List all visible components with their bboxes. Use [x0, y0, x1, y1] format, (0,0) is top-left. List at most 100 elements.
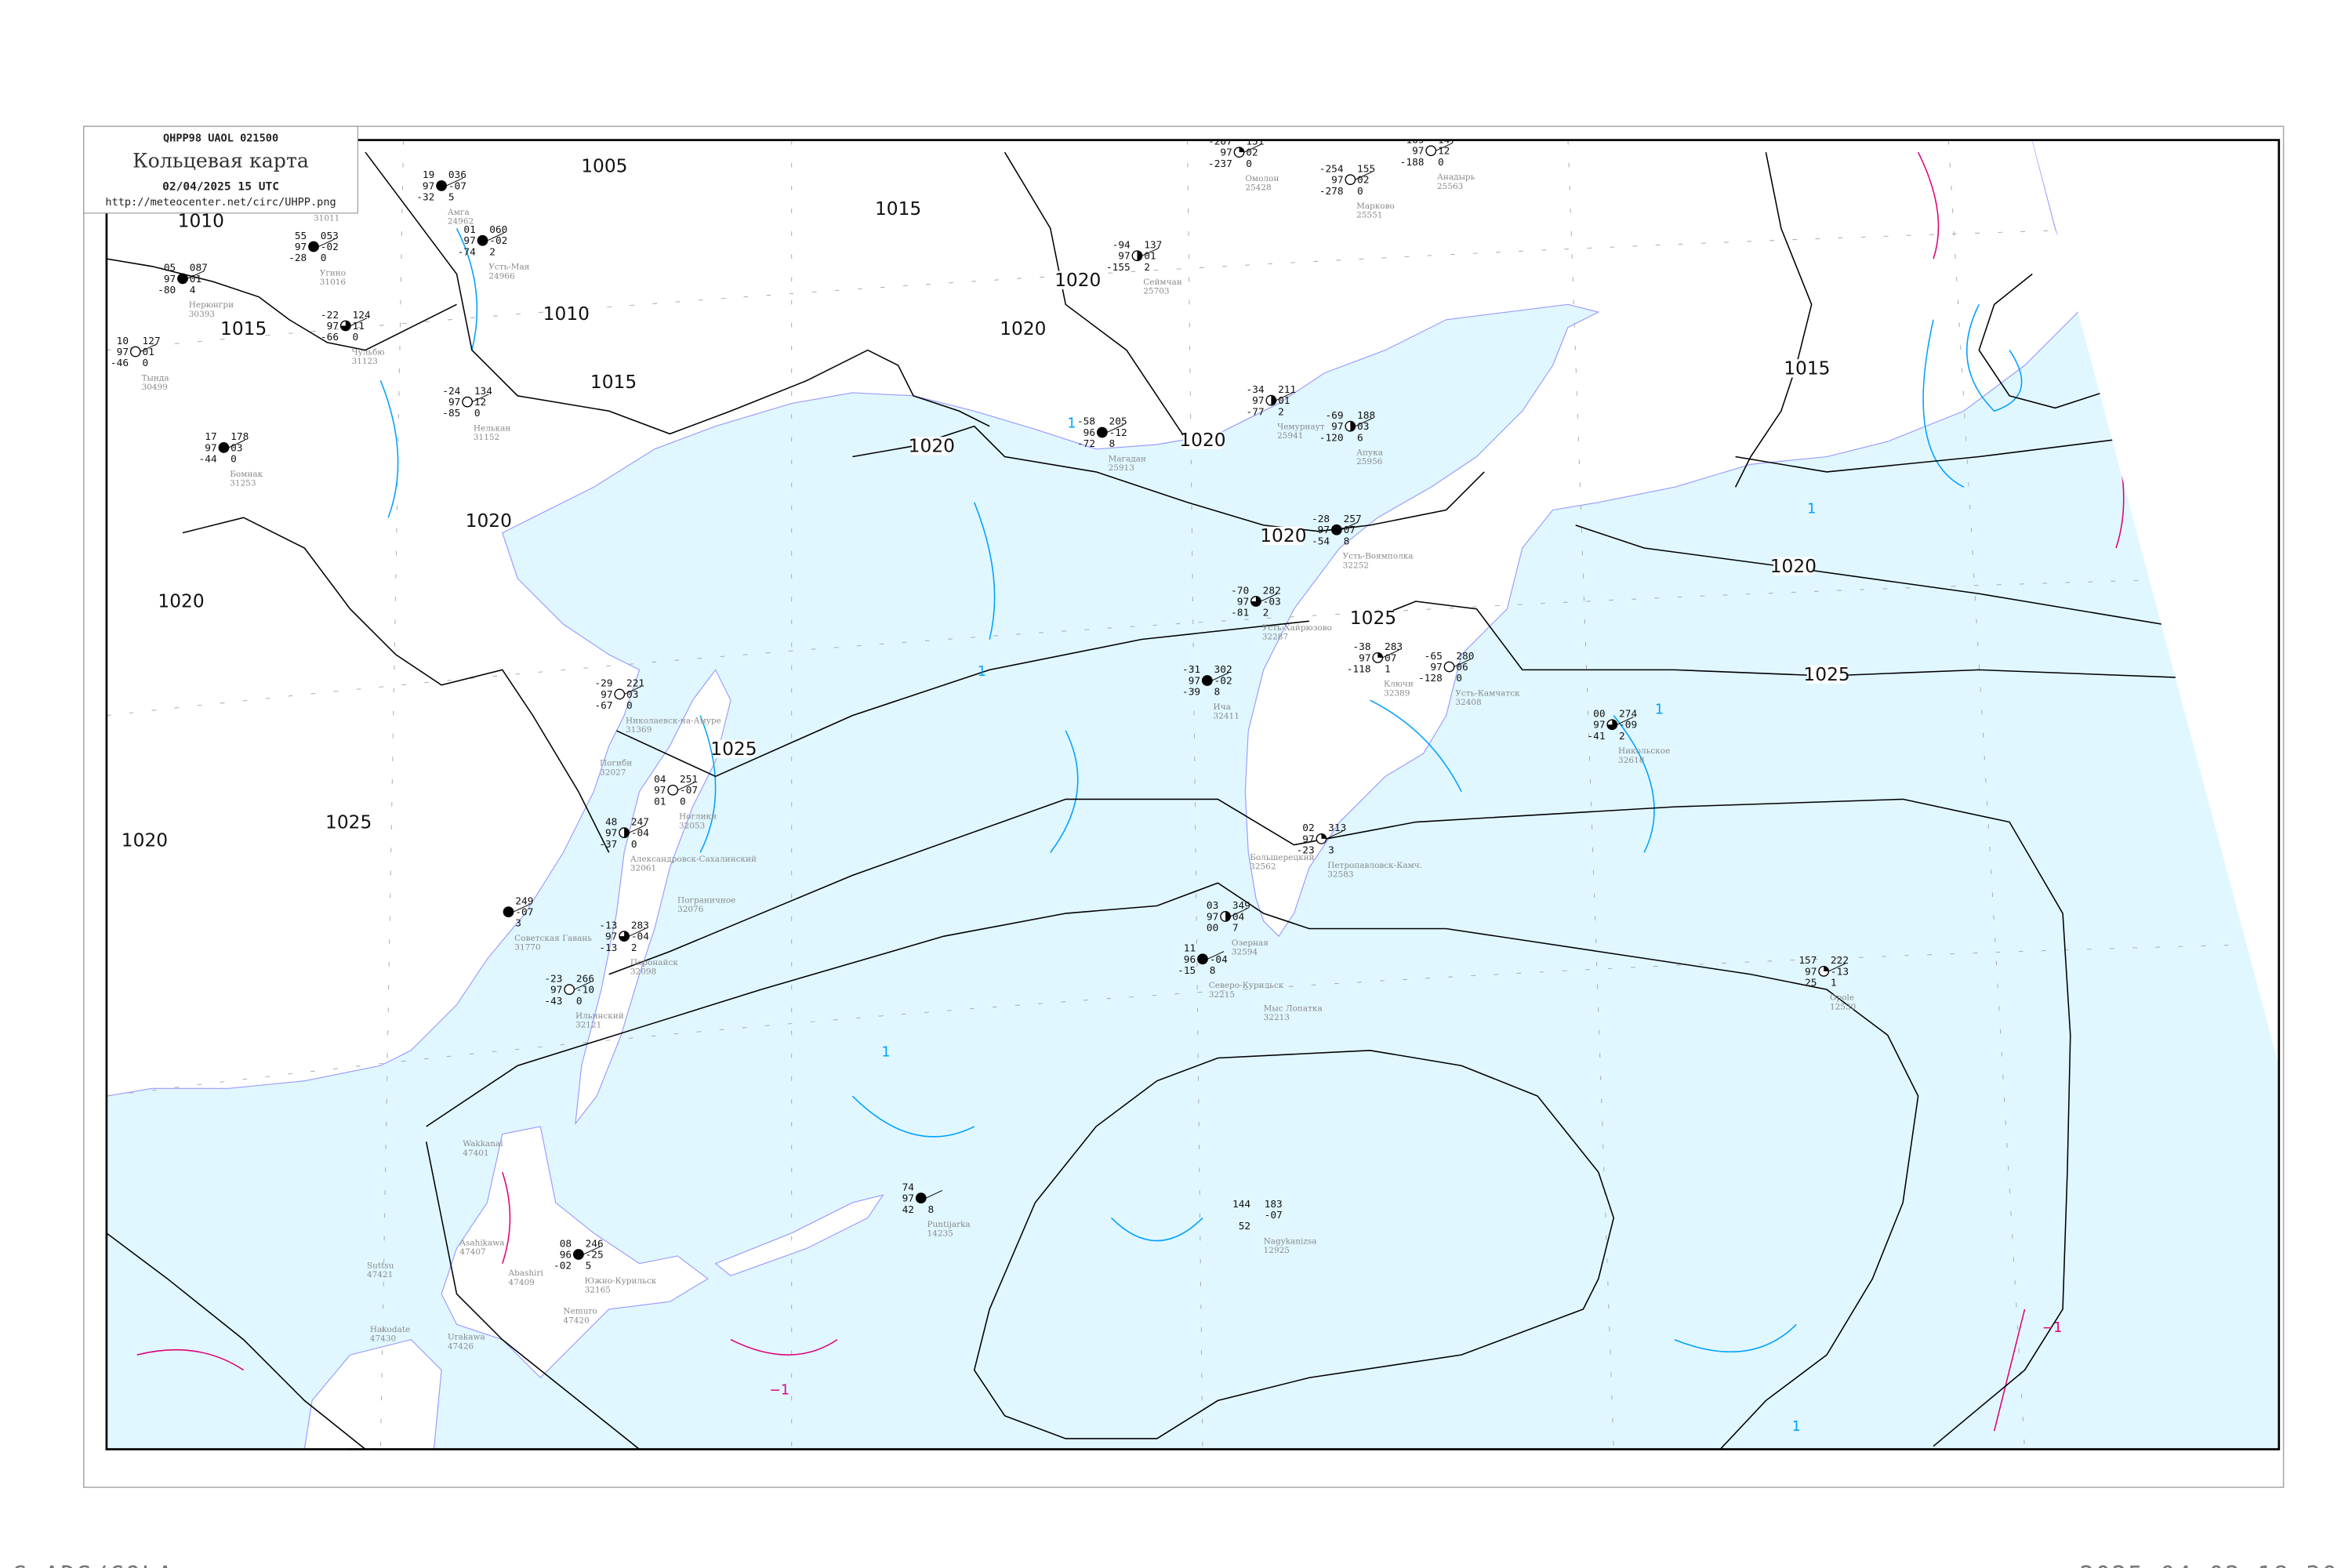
isobar-label-bg	[1003, 319, 1044, 339]
station-top-left: 08	[560, 1238, 572, 1250]
station-mid-left: 97	[164, 274, 176, 285]
station-mid-right: 01	[143, 347, 154, 358]
station-mid-left: 97	[550, 985, 562, 996]
station-mid-right: -07	[448, 180, 466, 192]
station-index: 25956	[1356, 457, 1382, 466]
station-bottom-left: 00	[1207, 923, 1218, 935]
station-bottom-left: 25	[1805, 977, 1817, 989]
place-labels: Большерецкий32562Пограничное32076Погиби3…	[349, 759, 1323, 1450]
station-name: Петропавловск-Камч.	[1327, 861, 1422, 870]
station-mid-left: 97	[654, 785, 666, 797]
station-bottom-right: 1	[1385, 663, 1391, 675]
isotherm-label: −1	[769, 1383, 789, 1399]
isobar-label: 1010	[543, 303, 590, 325]
station-mid-right: 01	[1278, 395, 1290, 407]
station-top-right: 251	[680, 774, 698, 786]
isobar-label-bg	[223, 319, 263, 339]
wind-barb-icon	[1828, 963, 1846, 972]
isobar-label: 1020	[1770, 556, 1817, 577]
cloud-cover-icon	[572, 1249, 584, 1260]
station-bottom-left: -66	[321, 332, 339, 343]
cloud-fill-icon	[1271, 395, 1276, 405]
station-bottom-right: 0	[321, 252, 327, 264]
station-plot: 4897-37247-040Александровск-Сахалинский3…	[599, 816, 757, 873]
cloud-cover-icon	[1345, 174, 1356, 186]
station-index: 32411	[1214, 712, 1240, 721]
station-mid-left: 97	[1331, 421, 1343, 433]
station-index: 24966	[488, 271, 514, 281]
station-bottom-right: 8	[1210, 965, 1216, 977]
station-bottom-left: 42	[902, 1204, 914, 1216]
station-index: 25551	[1356, 211, 1382, 220]
header-date: 02/04/2025 15 UTC	[162, 180, 279, 194]
station-name: Усть-Камчатск	[1455, 688, 1520, 698]
isobar-label-bg	[584, 157, 625, 176]
station-index: 30499	[142, 383, 168, 392]
cloud-fill-icon	[1239, 147, 1244, 153]
station-top-right: 183	[1265, 1199, 1283, 1210]
place-index: 32562	[1250, 862, 1276, 872]
cloud-cover-icon	[1197, 953, 1208, 965]
isobar-label-bg	[1182, 430, 1223, 449]
station-top-left: -22	[321, 310, 339, 321]
station-bottom-left: -02	[554, 1261, 572, 1272]
isobar-label: 1020	[122, 830, 168, 851]
isobar-label: 1020	[1054, 270, 1101, 291]
station-mid-left: 97	[205, 442, 216, 454]
station-bottom-left: -120	[1319, 432, 1344, 444]
isotherm-label: −1	[2042, 1320, 2063, 1336]
cloud-fill-icon	[340, 321, 350, 331]
place-name: Abashiri	[508, 1269, 544, 1278]
station-bottom-left: -13	[599, 942, 617, 954]
wind-barb-icon	[1341, 521, 1359, 531]
station-mid-right: -04	[631, 828, 649, 840]
isobar-label-bg	[1773, 557, 1813, 575]
station-bottom-right: 0	[230, 454, 237, 466]
isobar-label-bg	[593, 372, 633, 392]
place-name: Wakkanai	[463, 1139, 503, 1149]
station-top-left: -13	[599, 920, 617, 931]
station-mid-left: 97	[1412, 146, 1424, 158]
station-bottom-left: -80	[158, 285, 176, 296]
station-top-right: 313	[1328, 822, 1346, 834]
grid-lines	[106, 140, 2279, 1450]
station-index: 32618	[1618, 756, 1644, 765]
station-top-left: -169	[1400, 135, 1425, 147]
station-mid-left: 97	[1593, 720, 1605, 731]
station-index: 31123	[352, 357, 378, 366]
station-name: Бомнак	[230, 470, 263, 479]
isobar-label: 1020	[1260, 525, 1306, 546]
header-url: http://meteocenter.net/circ/UHPP.png	[105, 196, 336, 209]
station-mid-left: 97	[1189, 675, 1200, 687]
station-bottom-left: -237	[1208, 158, 1232, 170]
station-mid-right: -04	[631, 931, 649, 943]
isobar-label: 1025	[325, 811, 372, 833]
station-mid-right: -04	[1210, 954, 1228, 966]
station-bottom-right: 7	[1232, 923, 1239, 935]
cloud-cover-icon	[667, 784, 679, 796]
station-bottom-left: -278	[1319, 186, 1344, 198]
isobar-label-bg	[912, 437, 952, 456]
station-top-right: 211	[1278, 384, 1296, 396]
isobar-label-bg	[125, 831, 165, 850]
station-index: 12925	[1264, 1246, 1290, 1255]
station-bottom-left: -39	[1182, 687, 1200, 699]
station-bottom-right: 8	[1109, 438, 1116, 450]
wind-barb-icon	[1382, 649, 1399, 659]
station-name: Южно-Курильск	[585, 1276, 657, 1286]
station-bottom-left: -43	[544, 996, 562, 1007]
wind-barb-icon	[446, 177, 463, 187]
station-bottom-left: -44	[199, 454, 217, 466]
place-index: 47409	[509, 1278, 535, 1287]
